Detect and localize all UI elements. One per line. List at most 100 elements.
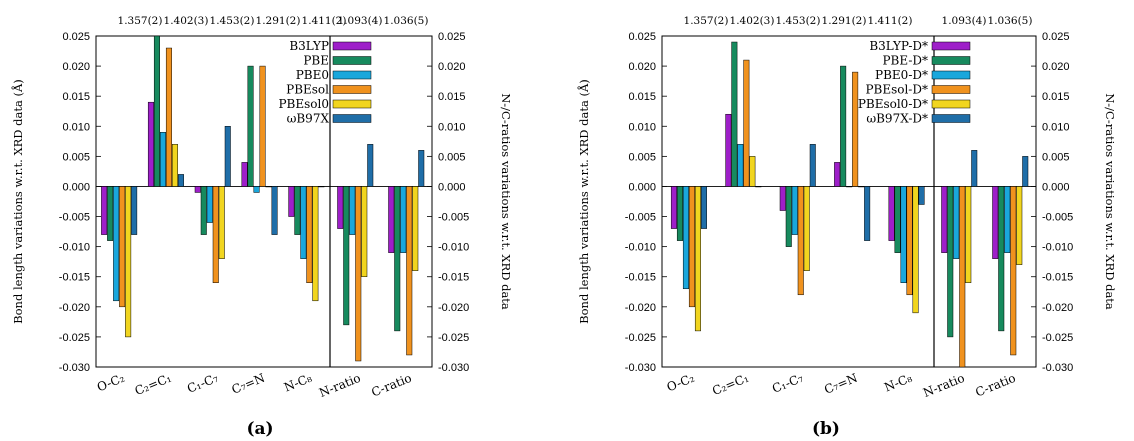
y-tick-label: 0.005 <box>628 151 656 163</box>
bar <box>218 186 225 259</box>
y-tick-label: 0.025 <box>62 31 90 43</box>
bar <box>791 186 798 235</box>
right-y-tick-label: -0.030 <box>1042 362 1073 374</box>
right-y-tick-label: -0.005 <box>438 212 469 224</box>
bar <box>1010 186 1017 356</box>
bar <box>418 150 425 187</box>
right-y-tick-label: 0.015 <box>1042 91 1070 103</box>
bar <box>412 186 419 271</box>
bar <box>288 186 295 217</box>
bar <box>171 144 178 187</box>
bar <box>343 186 350 326</box>
x-tick-label: O-C₂ <box>665 371 697 395</box>
y-tick-label: -0.010 <box>625 242 656 254</box>
right-y-tick-label: 0.015 <box>438 91 466 103</box>
legend-swatch <box>931 70 971 80</box>
bar <box>159 132 166 187</box>
bar <box>312 186 319 302</box>
left-y-axis-label: Bond length variations w.r.t. XRD data (… <box>577 79 591 324</box>
bar <box>688 186 695 308</box>
y-tick-label: 0.020 <box>62 61 90 73</box>
top-reference-value: 1.291(2) <box>822 15 867 27</box>
x-tick-label: N-ratio <box>921 371 966 400</box>
legend-swatch <box>931 56 971 65</box>
bar <box>965 186 972 283</box>
right-y-tick-label: -0.020 <box>1042 302 1073 314</box>
right-y-tick-label: -0.030 <box>438 362 469 374</box>
x-tick-label: C₂=C₁ <box>710 371 751 398</box>
legend-label: PBE <box>303 54 329 68</box>
right-y-tick-label: 0.005 <box>1042 151 1070 163</box>
y-tick-label: 0.000 <box>628 181 656 193</box>
bar <box>1016 186 1023 265</box>
right-y-tick-label: 0.020 <box>1042 61 1070 73</box>
top-reference-value: 1.036(5) <box>988 15 1033 27</box>
bar <box>153 35 160 187</box>
plot-frame <box>95 35 433 368</box>
bar <box>1004 186 1011 253</box>
bar <box>953 186 960 259</box>
bar <box>125 186 132 338</box>
top-reference-value: 1.453(2) <box>210 15 255 27</box>
bar <box>809 144 816 187</box>
bar <box>998 186 1005 332</box>
x-tick-label: O-C₂ <box>95 371 127 395</box>
y-tick-label: -0.020 <box>59 302 90 314</box>
bar <box>349 186 356 235</box>
right-y-axis-label: N-/C-ratios variations w.r.t. XRD data <box>499 93 513 310</box>
bar <box>971 150 978 187</box>
legend-swatch <box>931 99 971 109</box>
right-y-tick-label: -0.010 <box>438 242 469 254</box>
top-reference-value: 1.411(2) <box>302 15 347 27</box>
legend-label: PBEsol0 <box>278 97 329 111</box>
legend-label: ωB97X <box>287 112 330 126</box>
legend-label: PBE0-D* <box>875 68 928 82</box>
y-tick-label: 0.025 <box>628 31 656 43</box>
bar <box>840 65 847 187</box>
top-reference-value: 1.357(2) <box>684 15 729 27</box>
x-tick-label: N-C₈ <box>282 371 314 395</box>
right-y-tick-label: 0.000 <box>438 181 466 193</box>
y-tick-label: -0.005 <box>59 212 90 224</box>
bar <box>177 174 184 187</box>
bar <box>676 186 683 241</box>
y-tick-label: 0.015 <box>628 91 656 103</box>
bar <box>1022 156 1029 187</box>
top-reference-value: 1.291(2) <box>256 15 301 27</box>
right-y-tick-label: 0.010 <box>438 121 466 133</box>
right-y-tick-label: 0.025 <box>1042 31 1070 43</box>
bar <box>355 186 362 362</box>
legend-swatch <box>332 114 372 123</box>
bar <box>694 186 701 332</box>
bar <box>900 186 907 283</box>
y-tick-label: 0.010 <box>62 121 90 133</box>
top-reference-value: 1.402(3) <box>164 15 209 27</box>
bar <box>300 186 307 259</box>
legend-swatch <box>332 41 372 51</box>
x-tick-label: C₇=N <box>230 371 267 397</box>
legend-swatch <box>931 114 971 123</box>
bar <box>406 186 413 356</box>
bar <box>361 186 368 277</box>
bar <box>992 186 999 259</box>
plot-frame <box>661 35 1037 368</box>
y-tick-label: 0.020 <box>628 61 656 73</box>
bar <box>785 186 792 247</box>
bar <box>367 144 374 187</box>
bar <box>247 65 254 187</box>
bar <box>400 186 407 253</box>
right-y-tick-label: -0.010 <box>1042 242 1073 254</box>
bar <box>947 186 954 338</box>
x-tick-label: C-ratio <box>369 371 413 400</box>
bar <box>165 47 172 187</box>
legend-label: B3LYP-D* <box>869 39 928 53</box>
right-y-tick-label: -0.020 <box>438 302 469 314</box>
legend-swatch <box>332 85 372 94</box>
panel-label: (a) <box>246 419 273 439</box>
right-y-tick-label: 0.025 <box>438 31 466 43</box>
right-y-tick-label: -0.015 <box>438 272 469 284</box>
bar <box>147 101 154 187</box>
bar <box>394 186 401 332</box>
legend-swatch <box>931 85 971 94</box>
bar <box>224 126 231 187</box>
